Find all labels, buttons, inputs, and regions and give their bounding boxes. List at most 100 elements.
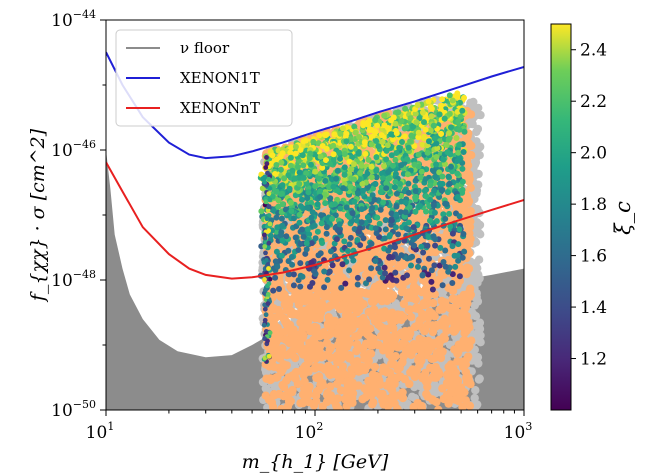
excluded-scan-points-point [471,386,480,395]
allowed-scan-points-point [336,386,346,395]
allowed-scan-points-point [286,307,295,316]
allowed-scan-points-point [352,340,362,349]
allowed-scan-points-point [444,255,453,265]
allowed-scan-points-point [282,361,291,370]
allowed-scan-points-point [287,388,296,397]
allowed-scan-points-point [363,383,373,393]
allowed-scan-points-point [405,379,414,389]
allowed-scan-points-point [462,373,471,382]
allowed-scan-points-point [294,339,304,348]
allowed-scan-points-point [341,338,351,347]
allowed-scan-points-point [462,198,471,207]
excluded-scan-points-point [474,359,483,368]
allowed-scan-points-point [420,300,429,310]
allowed-scan-points-point [370,362,380,372]
allowed-scan-points-point [385,350,394,359]
allowed-scan-points-point [451,326,460,335]
excluded-scan-points-point [470,301,479,310]
allowed-scan-points-point [373,340,383,350]
allowed-scan-points-point [398,393,408,403]
allowed-scan-points-point [390,379,399,389]
excluded-scan-points-point [473,124,483,134]
allowed-scan-points-point [354,381,363,390]
allowed-scan-points-point [467,336,476,345]
allowed-scan-points-point [313,290,322,300]
allowed-scan-points-point [407,312,416,322]
allowed-scan-points-point [430,369,440,378]
allowed-scan-points-point [397,287,407,297]
allowed-scan-points-point [410,372,419,382]
allowed-scan-points-point [388,342,397,351]
allowed-scan-points-point [370,316,380,326]
allowed-scan-points-point [269,362,279,371]
allowed-scan-points-point [442,326,451,335]
allowed-scan-points-point [404,306,413,315]
allowed-scan-points-point [311,391,321,401]
excluded-scan-points-point [476,110,485,120]
allowed-scan-points-point [378,389,387,399]
allowed-scan-points-point [448,294,457,304]
allowed-scan-points-point [285,338,294,348]
allowed-scan-points-point [379,363,388,372]
allowed-scan-points-point [337,354,346,363]
excluded-scan-points-point [476,142,485,151]
allowed-scan-points-point [277,404,286,410]
allowed-scan-points-point [323,350,333,359]
excluded-scan-points-point [475,220,485,230]
allowed-scan-points-point [321,288,331,298]
allowed-scan-points-point [423,382,432,391]
excluded-scan-points-point [466,98,475,108]
allowed-scan-points-point [378,250,387,259]
allowed-scan-points-point [383,402,393,410]
allowed-scan-points-point [333,379,342,389]
allowed-scan-points-point [312,327,321,336]
allowed-scan-points-point [270,305,279,314]
allowed-scan-points-point [440,314,449,323]
allowed-scan-points-point [358,395,367,404]
allowed-scan-points-point [389,317,398,326]
allowed-scan-points-point [286,324,295,333]
allowed-scan-points-point [360,258,369,267]
allowed-scan-points-point [331,295,340,304]
allowed-scan-points-point [418,374,427,383]
allowed-scan-points-point [395,363,404,372]
allowed-scan-points-point [347,365,356,374]
allowed-scan-points-point [369,398,378,407]
allowed-scan-points-point [370,382,380,391]
allowed-scan-points-point [420,327,429,336]
allowed-scan-points-point [376,332,386,341]
allowed-scan-points-point [280,300,289,309]
excluded-scan-points-point [474,320,484,329]
allowed-scan-points-point [398,338,408,348]
excluded-scan-points-point [402,401,412,410]
allowed-scan-points-point [279,392,288,401]
excluded-scan-points-point [476,338,485,347]
excluded-scan-points-point [476,230,485,239]
allowed-scan-points-point [351,332,360,341]
allowed-scan-points-point [372,372,381,381]
excluded-scan-points-point [270,382,280,392]
allowed-scan-points-point [384,290,394,300]
allowed-scan-points-point [317,381,326,391]
allowed-scan-points-point [314,374,324,383]
excluded-scan-points-point [430,381,439,390]
allowed-scan-points-point [387,386,397,395]
allowed-scan-points-point [380,342,390,351]
excluded-scan-points-point [474,180,483,189]
allowed-scan-points-point [440,334,449,343]
allowed-scan-points-point [367,391,376,400]
allowed-scan-points-point [310,364,320,373]
allowed-scan-points-point [423,392,433,401]
allowed-scan-points-point [399,352,408,361]
excluded-scan-points-point [470,393,479,403]
allowed-scan-points-point [391,330,400,339]
allowed-scan-points-point [346,354,355,363]
excluded-scan-points-point [475,374,484,383]
allowed-scan-points-point [301,290,310,300]
allowed-scan-points-point [414,353,424,363]
allowed-scan-points-point [344,312,354,322]
allowed-scan-points-point [380,307,390,316]
allowed-scan-points-point [452,316,462,325]
